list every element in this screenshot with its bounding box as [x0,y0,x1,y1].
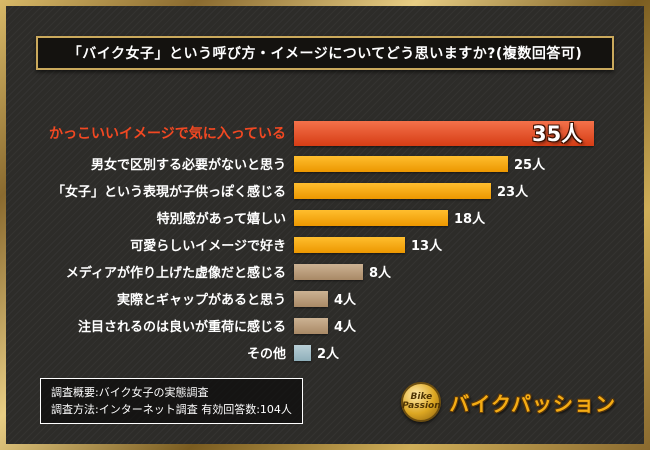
bar-value: 4人 [334,320,357,335]
bar-track: 25人 [294,154,644,173]
bar-label: 男女で区別する必要がないと思う [90,158,286,173]
bar-label: 実際とギャップがあると思う [116,293,286,308]
chart-title: 「バイク女子」という呼び方・イメージについてどう思いますか?(複数回答可) [67,46,583,62]
bar-row: 特別感があって嬉しい 18人 [6,204,644,231]
bar-chart: かっこいいイメージで気に入っている 35人 男女で区別する必要がないと思う 25… [6,116,644,366]
brand-logo: Bike Passion バイクパッション [401,382,616,422]
bike-passion-badge-icon: Bike Passion [401,382,442,422]
bar-value: 18人 [454,212,486,227]
bar-track: 18人 [294,208,644,227]
bar-label: 「女子」という表現が子供っぽく感じる [51,185,286,200]
bar-label: その他 [246,347,286,362]
bar-track: 23人 [294,181,644,200]
bar-label: メディアが作り上げた虚像だと感じる [65,266,286,281]
chart-canvas: 「バイク女子」という呼び方・イメージについてどう思いますか?(複数回答可) かっ… [6,6,644,444]
bar [294,344,311,361]
bar-value: 4人 [334,293,357,308]
bar [294,182,491,199]
bar [294,120,594,146]
bar [294,155,508,172]
bar [294,290,328,307]
bar [294,317,328,334]
bar-value: 23人 [497,185,529,200]
bar-value: 25人 [514,158,546,173]
survey-info-box: 調査概要:バイク女子の実態調査 調査方法:インターネット調査 有効回答数:104… [40,377,303,424]
bar [294,236,405,253]
survey-method-text: 調査方法:インターネット調査 有効回答数:104人 [51,402,292,416]
bar-label: 可愛らしいイメージで好き [130,239,286,254]
bar-row: 注目されるのは良いが重荷に感じる 4人 [6,312,644,339]
bar-track: 8人 [294,262,644,281]
bar-value: 2人 [317,347,340,362]
bar-value: 8人 [369,266,392,281]
badge-text-top: Bike [410,391,433,402]
brand-name: バイクパッション [449,391,616,416]
bar-row: メディアが作り上げた虚像だと感じる 8人 [6,258,644,285]
bar [294,263,363,280]
bar-row: 男女で区別する必要がないと思う 25人 [6,150,644,177]
bar-value: 13人 [411,239,443,254]
bar-track: 4人 [294,316,644,335]
bar-row: かっこいいイメージで気に入っている 35人 [6,116,644,150]
badge-text-bottom: Passion [402,401,441,411]
bar-track: 13人 [294,235,644,254]
bar-value: 35人 [532,122,583,146]
bar-label: 特別感があって嬉しい [156,212,286,227]
survey-overview-text: 調査概要:バイク女子の実態調査 [51,385,209,399]
bar-track: 4人 [294,289,644,308]
bar-row: 「女子」という表現が子供っぽく感じる 23人 [6,177,644,204]
chart-title-box: 「バイク女子」という呼び方・イメージについてどう思いますか?(複数回答可) [36,36,614,70]
bar-row: 実際とギャップがあると思う 4人 [6,285,644,312]
bar-row: 可愛らしいイメージで好き 13人 [6,231,644,258]
bar-track: 2人 [294,343,644,362]
bar-label: かっこいいイメージで気に入っている [48,126,286,142]
bar [294,209,448,226]
bar-row: その他 2人 [6,339,644,366]
bar-track: 35人 [294,118,644,148]
bar-label: 注目されるのは良いが重荷に感じる [77,320,286,335]
